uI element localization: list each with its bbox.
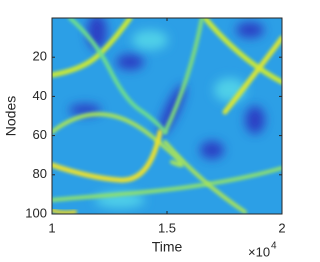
x-exponent-power: 4 [271, 241, 277, 252]
y-tick-label: 80 [33, 166, 47, 181]
chart: Time Nodes ×10 4 1 1.5 2 20 40 60 80 100 [3, 17, 286, 259]
x-axis-label: Time [152, 239, 183, 255]
y-tick-label: 100 [25, 205, 47, 220]
x-exponent-base: ×10 [248, 244, 270, 259]
y-tick-label: 40 [33, 88, 47, 103]
x-tick-label: 1.5 [158, 220, 176, 235]
x-tick-label: 2 [278, 220, 285, 235]
y-tick-label: 20 [33, 49, 47, 64]
x-tick-label: 1 [48, 220, 55, 235]
heatmap-field [52, 18, 282, 214]
y-axis-label: Nodes [3, 96, 19, 136]
y-tick-label: 60 [33, 127, 47, 142]
